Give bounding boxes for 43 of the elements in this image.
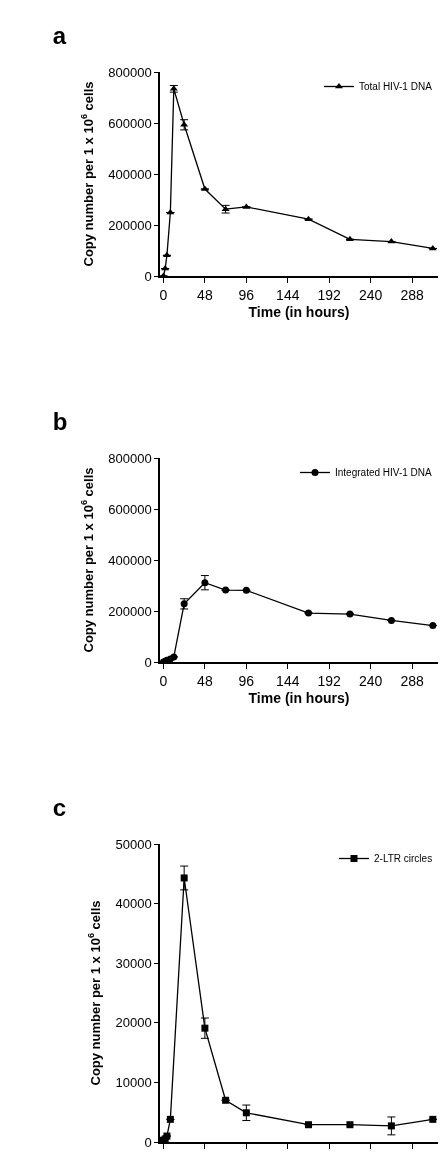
point bbox=[201, 1024, 209, 1032]
point bbox=[242, 1109, 250, 1117]
point bbox=[387, 1122, 395, 1130]
y-tick-label: 20000 bbox=[115, 1015, 152, 1031]
y-tick-label: 800000 bbox=[108, 64, 152, 80]
y-tick-label: 600000 bbox=[108, 501, 152, 517]
y-tick-label: 200000 bbox=[108, 603, 152, 619]
y-tick-label: 10000 bbox=[115, 1074, 152, 1090]
y-tick-label: 0 bbox=[144, 268, 152, 284]
x-tick-label: 0 bbox=[159, 286, 168, 303]
legend-label: Total HIV-1 DNA bbox=[359, 81, 433, 93]
y-tick-label: 800000 bbox=[108, 450, 152, 466]
chart-title: c bbox=[52, 794, 67, 822]
x-tick-label: 96 bbox=[238, 672, 255, 689]
legend-label: Integrated HIV-1 DNA bbox=[335, 467, 433, 479]
y-tick-label: 40000 bbox=[115, 896, 152, 912]
x-tick-label: 288 bbox=[400, 286, 424, 303]
y-tick-label: 200000 bbox=[108, 217, 152, 233]
chart-title: b bbox=[52, 408, 68, 436]
x-tick-label: 144 bbox=[276, 672, 300, 689]
x-tick-label: 288 bbox=[400, 672, 424, 689]
x-tick-label: 96 bbox=[238, 286, 255, 303]
y-tick-label: 0 bbox=[144, 654, 152, 670]
x-tick-label: 192 bbox=[317, 286, 342, 303]
x-tick-label: 240 bbox=[358, 672, 383, 689]
chart-title: a bbox=[52, 22, 67, 50]
x-tick-label: 144 bbox=[276, 286, 300, 303]
x-tick-label: 192 bbox=[317, 672, 342, 689]
x-tick-label: 0 bbox=[159, 672, 168, 689]
point bbox=[201, 579, 209, 587]
y-tick-label: 30000 bbox=[115, 955, 152, 971]
x-tick-label: 240 bbox=[358, 286, 383, 303]
point bbox=[180, 874, 188, 882]
y-tick-label: 600000 bbox=[108, 115, 152, 131]
x-axis-title: Time (in hours) bbox=[248, 690, 350, 707]
y-tick-label: 50000 bbox=[115, 836, 152, 852]
legend-label: 2-LTR circles bbox=[374, 853, 433, 865]
x-axis-title: Time (in hours) bbox=[248, 304, 350, 321]
x-tick-label: 48 bbox=[197, 286, 213, 303]
y-tick-label: 0 bbox=[144, 1134, 152, 1150]
y-tick-label: 400000 bbox=[108, 552, 152, 568]
y-tick-label: 400000 bbox=[108, 166, 152, 182]
x-tick-label: 48 bbox=[197, 672, 213, 689]
